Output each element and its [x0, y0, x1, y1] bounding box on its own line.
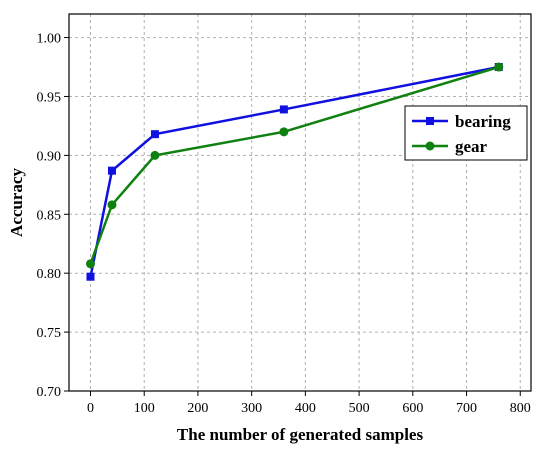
- data-point-gear: [279, 127, 289, 137]
- series-line-bearing: [89, 65, 500, 277]
- x-tick-label: 0: [87, 401, 94, 416]
- legend-marker: [425, 141, 435, 151]
- axis-ticks: 0 100 200 300 400 500 600 700 800 0.70 0.75 0.80 0.8…: [37, 32, 531, 416]
- x-tick-label: 500: [349, 401, 370, 416]
- x-axis-label: The number of generated samples: [177, 425, 424, 444]
- data-point-bearing: [86, 272, 95, 281]
- y-tick-label: 0.75: [37, 326, 62, 341]
- x-tick-label: 100: [134, 401, 155, 416]
- x-tick-label: 200: [187, 401, 208, 416]
- y-tick-label: 0.85: [37, 208, 62, 223]
- data-point-gear: [494, 62, 504, 72]
- x-tick-label: 800: [510, 401, 531, 416]
- series-gear: [85, 62, 504, 269]
- x-tick-label: 600: [402, 401, 423, 416]
- y-tick-label: 0.70: [37, 385, 62, 400]
- series-bearing: [86, 63, 503, 281]
- legend-item-gear: gear: [412, 137, 488, 156]
- legend-item-bearing: bearing: [412, 112, 511, 131]
- x-tick-label: 400: [295, 401, 316, 416]
- data-point-bearing: [107, 166, 116, 175]
- y-tick-label: 0.80: [37, 267, 62, 282]
- data-point-gear: [150, 150, 160, 160]
- grid-lines: [69, 14, 531, 392]
- y-tick-label: 1.00: [37, 32, 62, 47]
- legend-label: bearing: [455, 112, 511, 131]
- y-tick-label: 0.95: [37, 90, 62, 105]
- y-tick-label: 0.90: [37, 149, 62, 164]
- y-axis-label: Accuracy: [7, 168, 26, 237]
- plot-frame: [68, 13, 532, 392]
- series-lines: [85, 62, 504, 281]
- data-point-bearing: [279, 105, 288, 114]
- legend-marker: [426, 117, 434, 125]
- x-tick-label: 300: [241, 401, 262, 416]
- legend: bearing gear: [404, 105, 528, 161]
- legend-label: gear: [455, 137, 488, 156]
- legend-box: [404, 105, 528, 161]
- x-tick-label: 700: [456, 401, 477, 416]
- data-point-gear: [107, 200, 117, 210]
- data-point-gear: [85, 259, 95, 269]
- data-point-bearing: [150, 130, 159, 139]
